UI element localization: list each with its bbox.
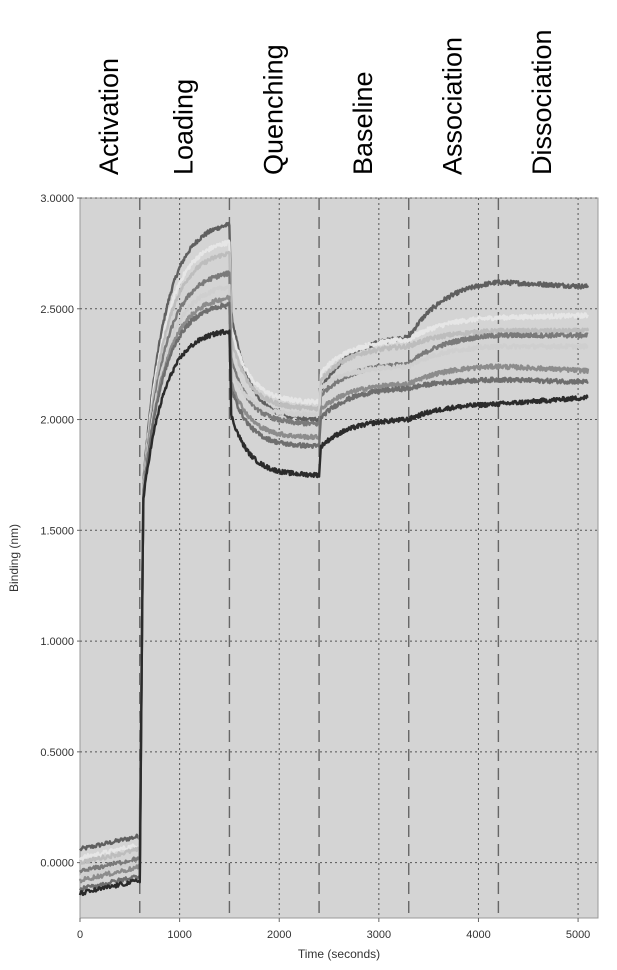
y-tick-label: 0.5000 (40, 747, 74, 759)
y-tick-labels: 0.0000 0.5000 1.0000 1.5000 2.0000 2.5000 3.00… (40, 193, 80, 870)
series-line (78, 270, 589, 874)
x-tick-label: 5000 (566, 929, 590, 941)
step-label: Quenching (258, 44, 288, 175)
series-line (78, 283, 589, 879)
series-line (78, 301, 589, 892)
y-tick-label: 3.0000 (40, 193, 74, 205)
y-tick-label: 1.0000 (40, 636, 74, 648)
x-tick-labels: 0 1000 2000 3000 4000 5000 (77, 918, 590, 941)
step-label: Activation (94, 58, 124, 175)
x-axis-title: Time (seconds) (298, 947, 380, 961)
step-label: Baseline (348, 71, 378, 175)
x-tick-label: 4000 (466, 929, 490, 941)
x-tick-label: 1000 (167, 929, 191, 941)
x-tick-label: 3000 (367, 929, 391, 941)
step-label: Dissociation (527, 29, 557, 175)
series-line (78, 294, 590, 884)
series-lines (78, 221, 590, 897)
step-label: Association (438, 37, 468, 175)
step-label: Loading (169, 79, 199, 175)
plot-area (79, 197, 599, 919)
series-line (79, 239, 589, 861)
y-tick-label: 1.5000 (40, 525, 74, 537)
y-tick-label: 2.0000 (40, 415, 74, 427)
step-labels: Activation Loading Quenching Baseline Associ… (94, 29, 557, 175)
x-tick-label: 2000 (267, 929, 291, 941)
y-axis-title: Binding (nm) (7, 524, 21, 592)
x-tick-label: 0 (77, 929, 83, 941)
series-line (78, 328, 589, 897)
y-tick-label: 2.5000 (40, 304, 74, 316)
y-tick-label: 0.0000 (40, 858, 74, 870)
